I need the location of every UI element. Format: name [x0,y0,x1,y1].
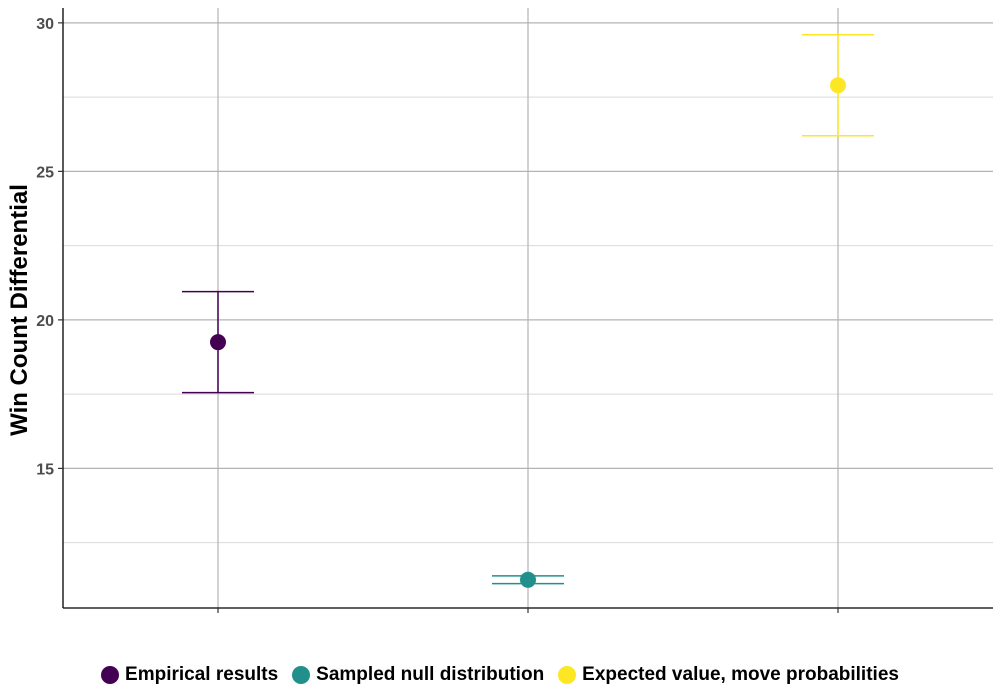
y-tick-label: 30 [36,16,54,33]
y-tick-label: 15 [36,461,54,478]
grid-lines [63,8,993,608]
data-marks [182,33,874,588]
legend-label-empirical: Empirical results [125,664,279,685]
legend-key-sampled-null [292,666,311,684]
y-tick-labels: 15 20 25 30 [36,16,54,479]
legend-item-empirical: Empirical results [101,664,278,686]
y-tick-label: 20 [36,313,54,330]
axes [58,8,993,613]
legend-item-expected-value: Expected value, move probabilities [558,664,899,686]
y-axis-title: Win Count Differential [6,184,33,436]
y-tick-label: 25 [36,164,54,181]
legend-key-expected-value [558,666,577,684]
legend-label-sampled-null: Sampled null distribution [316,664,545,685]
legend-key-empirical [101,666,120,684]
data-point [830,77,846,94]
legend-label-expected-value: Expected value, move probabilities [582,664,899,685]
data-point [520,571,536,588]
legend: Empirical results Sampled null distribut… [0,660,1000,690]
legend-item-sampled-null: Sampled null distribution [292,664,544,686]
data-point [210,334,226,351]
